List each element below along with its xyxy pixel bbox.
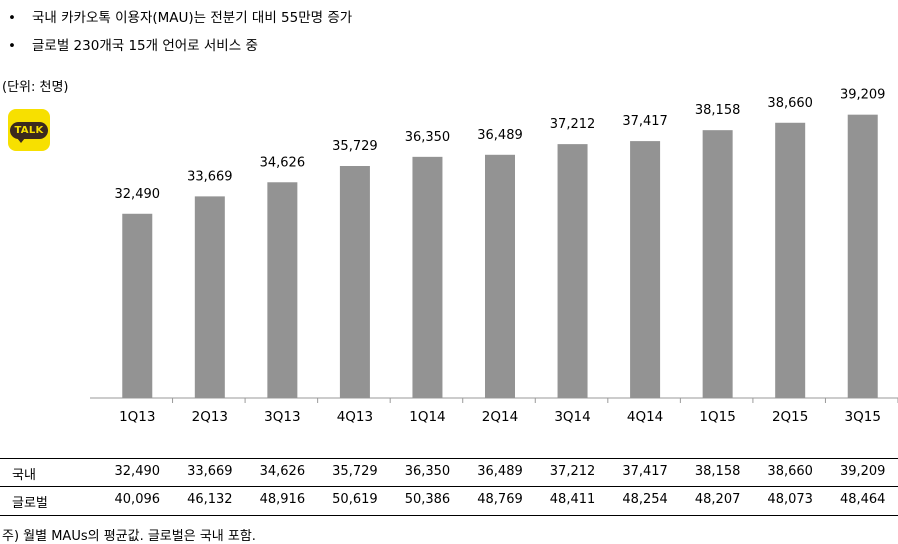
table-row-global: 글로벌 40,096 46,132 48,916 50,619 50,386 48,769… [0, 487, 898, 513]
table-cell: 35,729 [332, 464, 378, 479]
table-cell: 48,254 [622, 492, 668, 507]
bullet-item: • 국내 카카오톡 이용자(MAU)는 전분기 대비 55만명 증가 [8, 6, 352, 26]
table-divider [0, 515, 898, 516]
table-cell: 38,660 [767, 464, 813, 479]
data-label-2Q13: 33,669 [187, 169, 233, 184]
table-cell: 48,769 [477, 492, 523, 507]
data-label-3Q13: 34,626 [260, 155, 306, 170]
data-label-2Q14: 36,489 [477, 128, 523, 143]
table-divider [0, 458, 898, 459]
table-cell: 46,132 [187, 492, 233, 507]
logo-text: TALK [10, 121, 48, 143]
data-label-1Q13: 32,490 [115, 187, 161, 202]
data-label-3Q15: 39,209 [840, 88, 886, 103]
table-cell: 33,669 [187, 464, 233, 479]
bullet-text: 글로벌 230개국 15개 언어로 서비스 중 [32, 38, 258, 54]
x-tick-label-1Q15: 1Q15 [699, 409, 735, 425]
data-label-4Q14: 37,417 [622, 114, 668, 129]
table-cell: 34,626 [259, 464, 306, 479]
bar-1Q14 [412, 156, 443, 398]
table-cell: 50,619 [332, 492, 378, 507]
x-tick-label-1Q13: 1Q13 [119, 409, 155, 425]
x-tick-label-2Q15: 2Q15 [772, 409, 808, 425]
bar-1Q13 [122, 213, 153, 398]
table-cell: 48,916 [259, 492, 306, 507]
row-label: 국내 [12, 468, 36, 483]
bullet-text: 국내 카카오톡 이용자(MAU)는 전분기 대비 55만명 증가 [32, 10, 353, 26]
data-label-4Q13: 35,729 [332, 139, 378, 154]
bar-1Q15 [702, 130, 733, 398]
unit-label: (단위: 천명) [2, 80, 69, 95]
x-tick-label-2Q14: 2Q14 [482, 409, 518, 425]
x-tick-label-3Q13: 3Q13 [264, 409, 300, 425]
bar-4Q13 [339, 165, 370, 398]
x-tick-label-3Q14: 3Q14 [554, 409, 590, 425]
table-cell: 37,417 [622, 464, 668, 479]
bar-2Q15 [775, 122, 806, 398]
footnote: 주) 월별 MAUs의 평균값. 글로벌은 국내 포함. [2, 529, 256, 544]
bar-3Q14 [557, 144, 588, 398]
data-label-1Q14: 36,350 [405, 130, 451, 145]
table-cell: 38,158 [694, 464, 741, 479]
bar-4Q14 [630, 141, 661, 398]
bar-3Q15 [847, 114, 878, 399]
table-cell: 32,490 [114, 464, 161, 479]
table-cell: 48,411 [549, 492, 596, 507]
x-tick-label-4Q14: 4Q14 [627, 409, 663, 425]
bullet-item: • 글로벌 230개국 15개 언어로 서비스 중 [8, 34, 258, 54]
x-tick-label-1Q14: 1Q14 [409, 409, 445, 425]
bar-3Q13 [267, 182, 298, 398]
bar-2Q13 [194, 196, 225, 398]
table-cell: 36,350 [404, 464, 451, 479]
bar-2Q14 [485, 154, 515, 398]
table-cell: 48,073 [767, 492, 813, 507]
table-cell: 48,207 [694, 492, 741, 507]
data-label-1Q15: 38,158 [695, 103, 741, 118]
table-cell: 36,489 [477, 464, 523, 479]
bullet-marker: • [8, 38, 16, 54]
kakaotalk-logo-icon: TALK [8, 109, 50, 151]
row-label: 글로벌 [12, 496, 48, 511]
table-cell: 39,209 [839, 464, 886, 479]
x-tick-label-3Q15: 3Q15 [845, 409, 881, 425]
table-divider [0, 486, 898, 487]
table-cell: 37,212 [549, 464, 596, 479]
table-cell: 50,386 [404, 492, 451, 507]
data-label-2Q15: 38,660 [767, 96, 813, 111]
x-tick-label-2Q13: 2Q13 [192, 409, 228, 425]
data-label-3Q14: 37,212 [550, 117, 596, 132]
bullet-marker: • [8, 10, 16, 26]
x-tick-label-4Q13: 4Q13 [337, 409, 373, 425]
table-cell: 48,464 [839, 492, 886, 507]
table-row-domestic: 국내 32,490 33,669 34,626 35,729 36,350 36,489 3… [0, 459, 898, 485]
table-cell: 40,096 [114, 492, 161, 507]
